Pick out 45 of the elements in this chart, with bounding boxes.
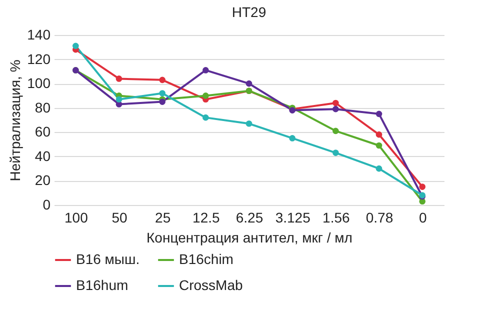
point [159, 98, 166, 105]
point [376, 165, 382, 172]
x-tick-label: 6.25 [236, 210, 264, 226]
point [289, 135, 296, 142]
y-tick-label: 120 [27, 50, 51, 67]
legend-label: B16chim [179, 251, 234, 267]
x-axis-title: Концентрация антител, мкг / мл [146, 230, 352, 246]
y-tick-label: 0 [42, 196, 51, 212]
point [202, 114, 209, 121]
x-tick-label: 3.125 [275, 210, 311, 226]
point [376, 142, 382, 149]
x-tick-label: 100 [64, 210, 88, 226]
point [332, 128, 339, 134]
point [202, 92, 209, 99]
y-tick-label: 140 [27, 26, 51, 42]
point [376, 110, 382, 118]
point [332, 100, 339, 106]
point [159, 90, 166, 96]
y-tick-label: 80 [34, 99, 51, 116]
y-tick-label: 20 [34, 172, 51, 188]
y-axis-title: Нейтрализация, % [7, 60, 24, 182]
point [246, 80, 252, 87]
point [332, 106, 339, 112]
point [116, 76, 122, 82]
legend-label: B16hum [76, 277, 128, 293]
x-tick-label: 0.78 [366, 210, 394, 226]
y-tick-label: 40 [34, 148, 51, 164]
point [72, 42, 79, 50]
x-tick-label: 12.5 [192, 210, 220, 226]
point [376, 131, 382, 138]
x-tick-label: 25 [155, 210, 171, 226]
legend-label: CrossMab [179, 277, 244, 293]
point [159, 76, 166, 84]
legend-label: B16 мыш. [76, 251, 140, 267]
point [116, 96, 122, 103]
chart-title: HT29 [232, 4, 266, 20]
point [202, 67, 209, 74]
point [332, 150, 339, 156]
y-tick-label: 100 [27, 75, 51, 92]
point [419, 184, 426, 190]
x-tick-label: 1.56 [322, 210, 350, 226]
x-tick-label: 0 [418, 210, 427, 226]
point [246, 120, 252, 127]
x-tick-label: 50 [112, 210, 128, 226]
y-tick-label: 60 [34, 124, 51, 140]
